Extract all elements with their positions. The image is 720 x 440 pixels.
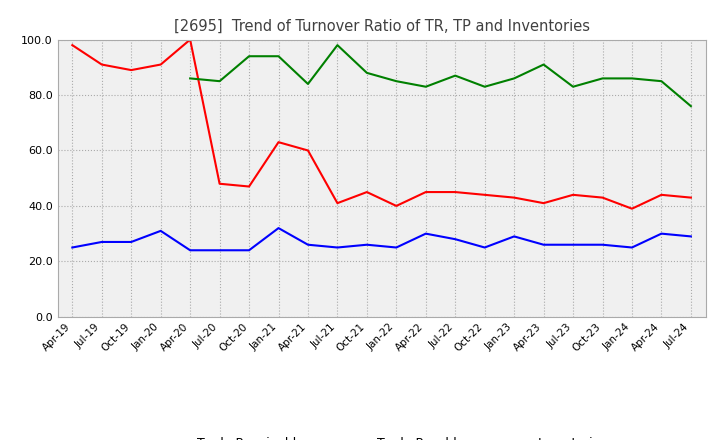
Trade Payables [245,248,253,253]
Line: Inventories: Inventories [190,45,691,106]
Inventories [245,54,253,59]
Trade Receivables [127,67,135,73]
Inventories [274,54,283,59]
Trade Receivables [687,195,696,200]
Trade Payables [97,239,106,245]
Inventories [451,73,459,78]
Inventories [333,43,342,48]
Trade Payables [186,248,194,253]
Trade Payables [392,245,400,250]
Inventories [392,78,400,84]
Trade Receivables [421,189,430,194]
Trade Receivables [657,192,666,198]
Trade Payables [68,245,76,250]
Inventories [480,84,489,89]
Trade Payables [156,228,165,234]
Trade Receivables [392,203,400,209]
Trade Payables [480,245,489,250]
Trade Payables [569,242,577,247]
Trade Payables [657,231,666,236]
Trade Receivables [539,201,548,206]
Trade Payables [510,234,518,239]
Trade Receivables [480,192,489,198]
Trade Receivables [451,189,459,194]
Inventories [687,103,696,109]
Trade Receivables [569,192,577,198]
Trade Receivables [245,184,253,189]
Inventories [539,62,548,67]
Trade Payables [539,242,548,247]
Inventories [657,78,666,84]
Trade Receivables [68,43,76,48]
Trade Receivables [215,181,224,187]
Trade Payables [215,248,224,253]
Trade Payables [421,231,430,236]
Inventories [569,84,577,89]
Trade Payables [363,242,372,247]
Inventories [421,84,430,89]
Inventories [186,76,194,81]
Trade Payables [333,245,342,250]
Inventories [363,70,372,76]
Inventories [628,76,636,81]
Trade Receivables [186,37,194,42]
Inventories [598,76,607,81]
Trade Receivables [598,195,607,200]
Trade Receivables [304,148,312,153]
Line: Trade Receivables: Trade Receivables [72,40,691,209]
Trade Receivables [363,189,372,194]
Trade Payables [304,242,312,247]
Trade Receivables [156,62,165,67]
Inventories [304,81,312,87]
Trade Receivables [628,206,636,211]
Title: [2695]  Trend of Turnover Ratio of TR, TP and Inventories: [2695] Trend of Turnover Ratio of TR, TP… [174,19,590,34]
Trade Receivables [274,139,283,145]
Trade Payables [628,245,636,250]
Trade Receivables [333,201,342,206]
Inventories [510,76,518,81]
Trade Payables [127,239,135,245]
Trade Receivables [510,195,518,200]
Trade Payables [598,242,607,247]
Trade Payables [687,234,696,239]
Legend: Trade Receivables, Trade Payables, Inventories: Trade Receivables, Trade Payables, Inven… [151,432,612,440]
Trade Receivables [97,62,106,67]
Inventories [215,78,224,84]
Trade Payables [451,237,459,242]
Trade Payables [274,225,283,231]
Line: Trade Payables: Trade Payables [72,228,691,250]
